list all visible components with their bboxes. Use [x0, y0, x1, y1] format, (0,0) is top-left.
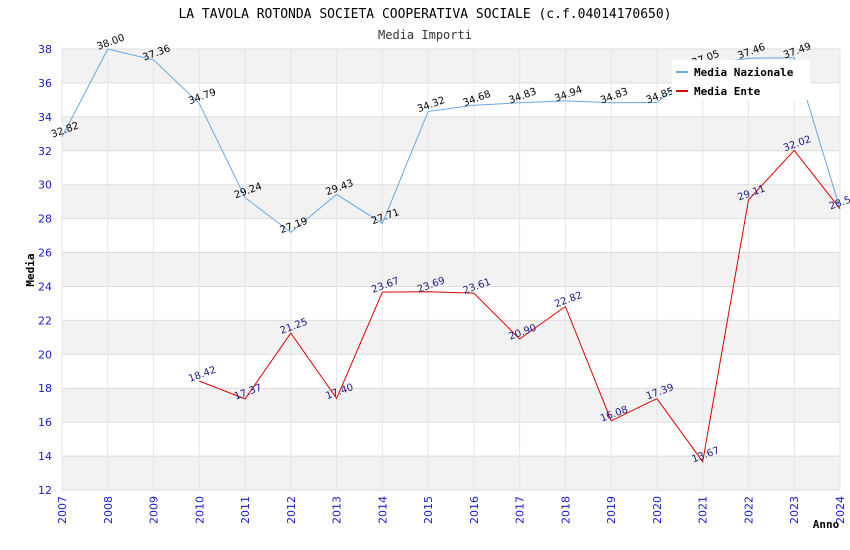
- data-label: 34.83: [507, 86, 538, 106]
- data-label: 34.83: [599, 86, 630, 106]
- x-tick-label: 2017: [514, 496, 527, 524]
- x-tick-label: 2015: [422, 496, 435, 524]
- x-axis-ticks: 2007 2008 2009 2010 2011 2012 2013 2014 2015 2016…: [56, 496, 847, 524]
- data-label: 34.85: [645, 86, 676, 106]
- x-tick-label: 2012: [285, 496, 298, 524]
- legend-box: [672, 60, 810, 100]
- data-label: 34.32: [416, 95, 447, 115]
- grid-band: [62, 388, 840, 423]
- x-tick-label: 2010: [193, 496, 206, 524]
- y-tick-label: 30: [38, 179, 52, 192]
- grid-band: [62, 184, 840, 219]
- y-axis-ticks: 12 14 16 18 20 22 24 26 28 30 32 34 36 38: [38, 43, 52, 497]
- x-tick-label: 2007: [56, 496, 69, 524]
- y-tick-label: 32: [38, 145, 52, 158]
- x-tick-label: 2023: [788, 496, 801, 524]
- y-tick-label: 36: [38, 77, 52, 90]
- legend: Media Nazionale Media Ente: [672, 60, 810, 100]
- x-tick-label: 2016: [468, 496, 481, 524]
- grid-bands: [62, 49, 840, 490]
- x-tick-label: 2022: [742, 496, 755, 524]
- x-tick-label: 2024: [834, 496, 847, 524]
- legend-label: Media Ente: [694, 85, 761, 98]
- y-tick-label: 20: [38, 348, 52, 361]
- x-axis-label: Anno: [813, 518, 840, 531]
- y-tick-label: 26: [38, 247, 52, 260]
- chart-title: LA TAVOLA ROTONDA SOCIETA COOPERATIVA SO…: [178, 7, 671, 22]
- y-axis-label: Media: [24, 253, 37, 286]
- y-tick-label: 24: [38, 280, 52, 293]
- y-tick-label: 28: [38, 213, 52, 226]
- y-tick-label: 14: [38, 450, 52, 463]
- grid-band: [62, 456, 840, 490]
- data-label: 34.68: [462, 89, 493, 109]
- x-tick-label: 2021: [697, 496, 710, 524]
- y-tick-label: 16: [38, 416, 52, 429]
- grid-band: [62, 320, 840, 355]
- chart-subtitle: Media Importi: [378, 28, 472, 42]
- x-tick-label: 2018: [559, 496, 572, 524]
- grid-band: [62, 116, 840, 151]
- x-tick-label: 2008: [102, 496, 115, 524]
- y-tick-label: 34: [38, 111, 52, 124]
- y-tick-label: 38: [38, 43, 52, 56]
- grid-band: [62, 252, 840, 287]
- x-tick-label: 2020: [651, 496, 664, 524]
- x-tick-label: 2019: [605, 496, 618, 524]
- x-tick-label: 2009: [148, 496, 161, 524]
- y-tick-label: 12: [38, 484, 52, 497]
- y-tick-label: 22: [38, 314, 52, 327]
- x-tick-label: 2014: [376, 496, 389, 524]
- data-label: 34.79: [187, 87, 218, 107]
- legend-label: Media Nazionale: [694, 66, 794, 79]
- x-tick-label: 2013: [331, 496, 344, 524]
- grid-lines: [61, 48, 841, 491]
- data-label: 22.82: [553, 290, 584, 310]
- x-tick-label: 2011: [239, 496, 252, 524]
- series-line-ente: [199, 149, 841, 463]
- y-tick-label: 18: [38, 382, 52, 395]
